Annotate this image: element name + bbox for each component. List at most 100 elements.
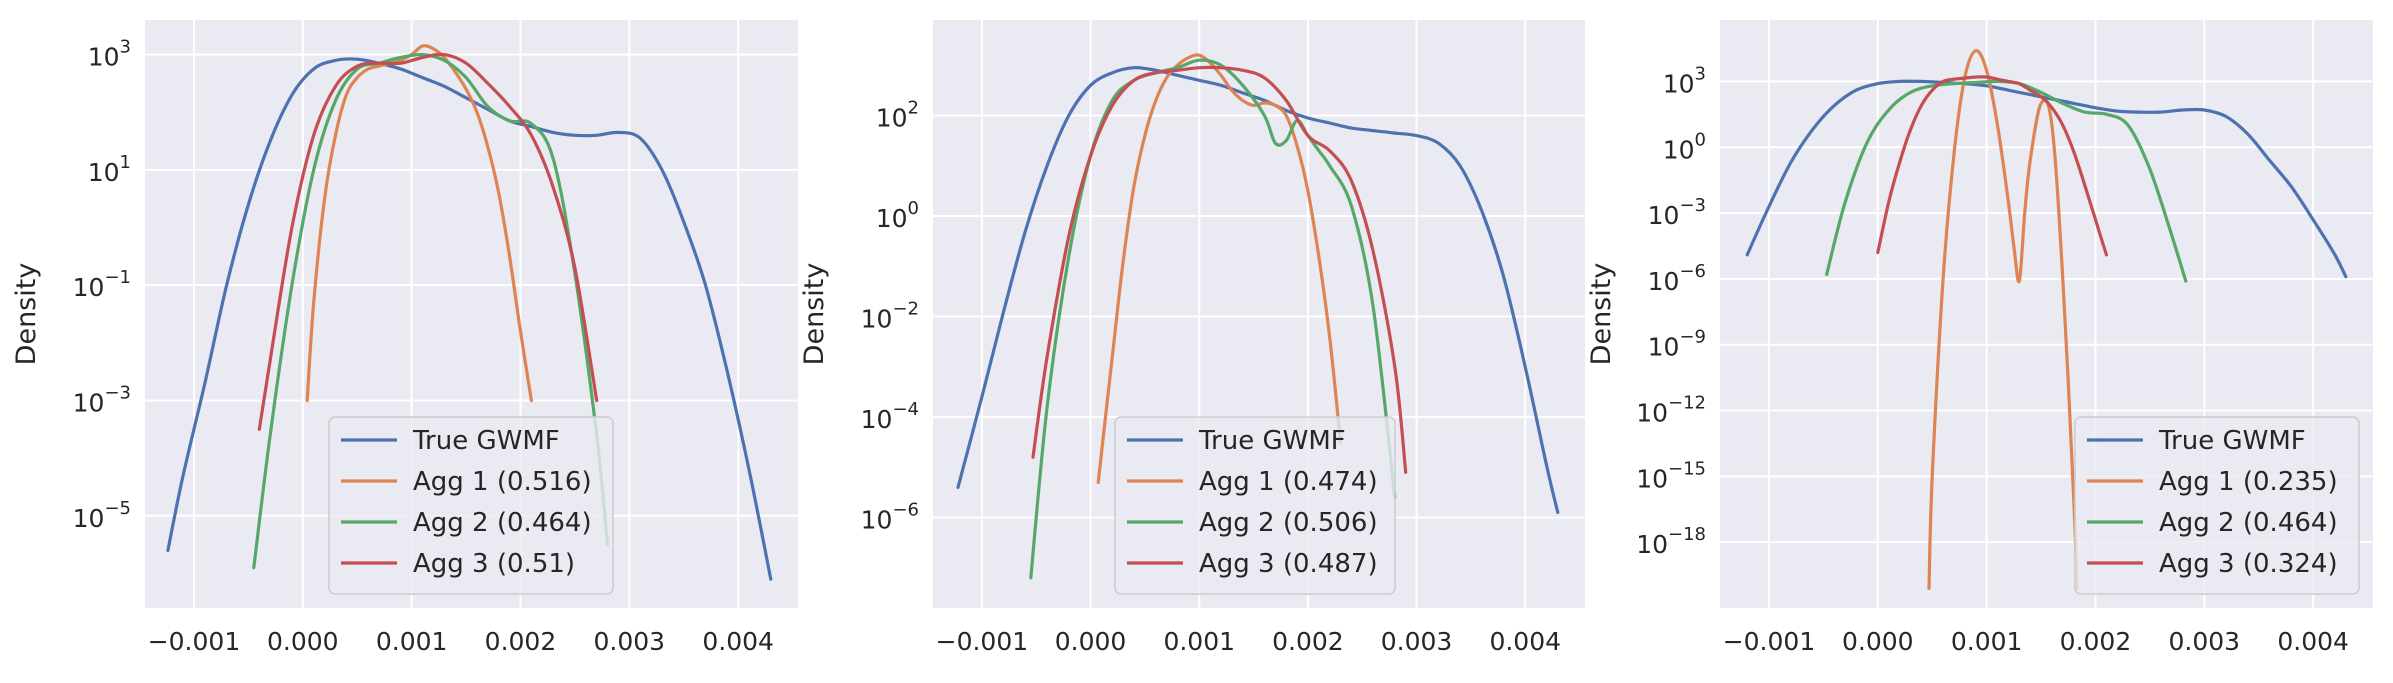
- series-line-1: [166, 57, 773, 581]
- x-tick-label: 0.004: [1489, 627, 1561, 656]
- x-tick-label: 0.003: [2169, 627, 2241, 656]
- y-tick-base: 10: [1648, 333, 1680, 362]
- y-tick-exponent: −18: [1668, 524, 1706, 545]
- y-tick-label: 10−2: [861, 299, 919, 334]
- y-tick-label: 103: [1663, 63, 1706, 98]
- y-tick-label: 10−3: [73, 382, 131, 417]
- x-tick-label: 0.000: [1055, 627, 1127, 656]
- y-tick-label: 10−9: [1648, 327, 1706, 362]
- x-tick-label: 0.004: [702, 627, 774, 656]
- legend-entry: Agg 2 (0.506): [1199, 508, 1378, 538]
- series-line-4: [257, 52, 599, 431]
- y-tick-base: 10: [73, 273, 105, 302]
- y-tick-base: 10: [1648, 267, 1680, 296]
- y-tick-exponent: 0: [1695, 129, 1706, 150]
- legend: True GWMF Agg 1 (0.516) Agg 2 (0.464) Agg 3…: [328, 416, 614, 595]
- chart-panel-1: −0.001 0.000 0.001 0.002 0.003 0.00410−510−31…: [11, 20, 798, 656]
- x-tick-label: −0.001: [148, 627, 241, 656]
- legend-box: [2074, 416, 2360, 595]
- y-tick-exponent: −2: [892, 299, 919, 320]
- x-tick-label: 0.001: [376, 627, 448, 656]
- y-tick-base: 10: [1648, 201, 1680, 230]
- y-tick-exponent: −5: [104, 498, 131, 519]
- y-tick-base: 10: [1636, 399, 1668, 428]
- x-tick-label: 0.003: [1381, 627, 1453, 656]
- y-tick-exponent: 3: [1695, 63, 1706, 84]
- legend-entry: Agg 2 (0.464): [413, 508, 592, 538]
- y-axis-label: Density: [1586, 263, 1617, 366]
- y-tick-base: 10: [876, 103, 908, 132]
- y-tick-base: 10: [73, 504, 105, 533]
- y-tick-label: 100: [1663, 129, 1706, 164]
- legend-entry: Agg 3 (0.51): [413, 549, 575, 579]
- y-axis-label: Density: [799, 263, 830, 366]
- y-tick-base: 10: [861, 506, 893, 535]
- series-line-4: [1031, 65, 1408, 474]
- y-tick-exponent: −4: [892, 399, 919, 420]
- legend-entry: Agg 1 (0.235): [2159, 467, 2338, 497]
- y-tick-label: 10−3: [1648, 195, 1706, 230]
- y-tick-label: 10−6: [1648, 261, 1706, 296]
- y-tick-exponent: −15: [1668, 458, 1706, 479]
- y-tick-label: 10−6: [861, 500, 919, 535]
- y-tick-label: 10−18: [1636, 524, 1706, 559]
- y-tick-label: 10−15: [1636, 458, 1706, 493]
- legend-entry: True GWMF: [412, 426, 560, 456]
- y-tick-exponent: −6: [892, 500, 919, 521]
- x-tick-label: 0.001: [1163, 627, 1235, 656]
- series-line-2: [305, 44, 533, 403]
- series-line-2: [1927, 49, 2079, 590]
- y-tick-exponent: 2: [908, 97, 919, 118]
- legend-entry: True GWMF: [1198, 426, 1346, 456]
- x-tick-label: 0.001: [1951, 627, 2023, 656]
- y-tick-exponent: −9: [1679, 327, 1706, 348]
- y-tick-exponent: 0: [908, 198, 919, 219]
- series-line-4: [1876, 75, 2108, 257]
- x-tick-label: 0.002: [1272, 627, 1344, 656]
- y-tick-base: 10: [876, 204, 908, 233]
- y-tick-label: 10−12: [1636, 393, 1706, 428]
- y-tick-base: 10: [1636, 530, 1668, 559]
- y-tick-label: 101: [88, 152, 131, 187]
- y-tick-label: 10−1: [73, 267, 131, 302]
- y-tick-exponent: 3: [120, 37, 131, 58]
- series-line-3: [1029, 58, 1397, 580]
- x-tick-label: 0.004: [2277, 627, 2349, 656]
- y-tick-label: 102: [876, 97, 919, 132]
- series-line-1: [956, 66, 1560, 515]
- y-tick-base: 10: [861, 405, 893, 434]
- y-tick-label: 10−5: [73, 498, 131, 533]
- series-line-2: [1096, 53, 1343, 484]
- legend: True GWMF Agg 1 (0.235) Agg 2 (0.464) Agg 3…: [2074, 416, 2360, 595]
- legend-box: [328, 416, 614, 595]
- y-tick-exponent: −6: [1679, 261, 1706, 282]
- x-tick-label: 0.002: [2060, 627, 2132, 656]
- y-tick-base: 10: [88, 43, 120, 72]
- y-tick-exponent: −12: [1668, 393, 1706, 414]
- x-tick-label: 0.003: [594, 627, 666, 656]
- y-tick-exponent: −3: [104, 382, 131, 403]
- x-tick-label: 0.002: [485, 627, 557, 656]
- y-tick-exponent: −3: [1679, 195, 1706, 216]
- chart-panel-3: −0.001 0.000 0.001 0.002 0.003 0.00410−1810−1…: [1586, 20, 2373, 656]
- legend-entry: Agg 2 (0.464): [2159, 508, 2338, 538]
- x-tick-label: 0.000: [267, 627, 339, 656]
- legend-entry: Agg 3 (0.324): [2159, 549, 2338, 579]
- x-tick-label: −0.001: [1723, 627, 1816, 656]
- legend: True GWMF Agg 1 (0.474) Agg 2 (0.506) Agg 3…: [1114, 416, 1396, 595]
- y-axis-label: Density: [11, 263, 42, 366]
- y-tick-label: 100: [876, 198, 919, 233]
- y-tick-base: 10: [1663, 69, 1695, 98]
- y-tick-exponent: 1: [120, 152, 131, 173]
- y-tick-base: 10: [1636, 464, 1668, 493]
- legend-box: [1114, 416, 1396, 595]
- y-tick-base: 10: [73, 388, 105, 417]
- x-tick-label: 0.000: [1842, 627, 1914, 656]
- chart-panel-2: −0.001 0.000 0.001 0.002 0.003 0.00410−610−41…: [799, 20, 1585, 656]
- y-tick-label: 103: [88, 37, 131, 72]
- y-tick-base: 10: [88, 158, 120, 187]
- y-tick-label: 10−4: [861, 399, 919, 434]
- y-tick-base: 10: [861, 305, 893, 334]
- legend-entry: True GWMF: [2158, 426, 2306, 456]
